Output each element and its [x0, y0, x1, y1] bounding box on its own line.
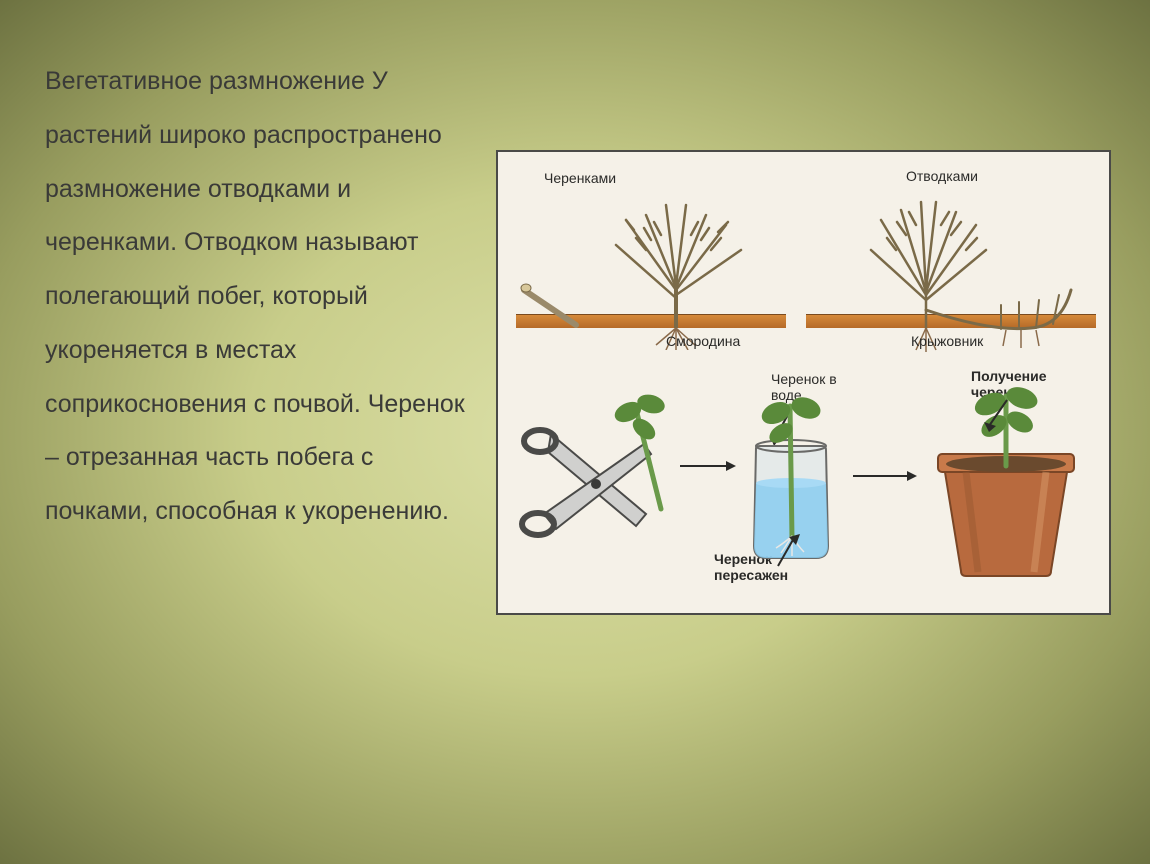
figure-row-top: Черенками Отводками [516, 170, 1091, 360]
gooseberry-bush-svg [801, 180, 1101, 355]
label-currant: Смородина [666, 333, 740, 349]
body-text: Вегетативное размножение У растений широ… [45, 55, 465, 539]
arrow-2-svg [851, 466, 921, 486]
pointer-transplanted [774, 534, 804, 574]
scissors-svg [516, 374, 726, 584]
figure-row-bottom: Черенок в воде Получение черенка Черенок… [516, 366, 1091, 591]
currant-bush-svg [516, 180, 786, 350]
pointer-getting-cutting [981, 396, 1021, 436]
figure-box: Черенками Отводками [496, 150, 1111, 615]
label-gooseberry: Крыжовник [911, 333, 983, 349]
